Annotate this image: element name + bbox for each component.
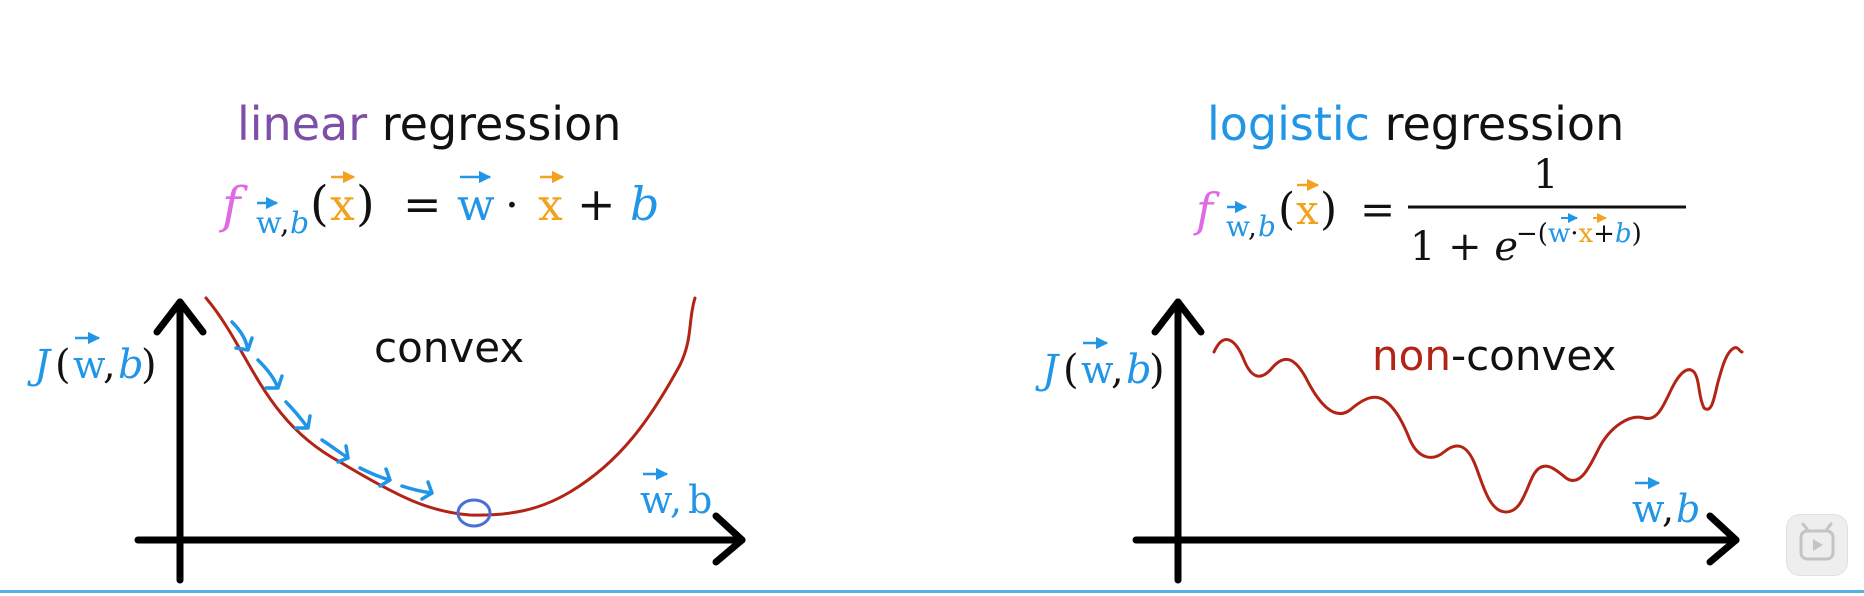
- right-x-axis-arrowhead: [1706, 512, 1740, 566]
- exp-x: x: [1578, 219, 1593, 249]
- right-ylabel-w: w: [1081, 348, 1114, 392]
- right-title: logistic regression: [1207, 97, 1624, 151]
- step-arrow-icon: [230, 320, 254, 352]
- left-formula-plus: +: [577, 177, 616, 231]
- right-formula-numerator: 1: [1533, 152, 1558, 198]
- left-formula-sub-comma: ,: [280, 206, 290, 241]
- exp-b: b: [1615, 219, 1632, 249]
- right-formula-sub-comma: ,: [1248, 210, 1257, 243]
- left-ylabel-J: J: [27, 342, 52, 388]
- right-title-colored: logistic: [1207, 97, 1370, 151]
- right-y-axis-arrowhead: [1151, 298, 1205, 336]
- left-panel: linear regression f w , b ( x ) = w · x …: [27, 97, 746, 584]
- right-formula-f: f: [1193, 183, 1220, 237]
- left-formula-eq: =: [403, 177, 442, 231]
- right-formula-sub-w: w: [1226, 210, 1250, 243]
- play-icon: [1799, 522, 1835, 561]
- exp-plus: +: [1593, 219, 1615, 249]
- left-xlabel-w: w: [640, 478, 673, 522]
- left-formula: f w , b ( x ) = w · x + b: [218, 170, 659, 241]
- right-formula-close: ): [1320, 184, 1337, 235]
- left-formula-x: x: [330, 180, 355, 231]
- left-formula-sub-b: b: [290, 206, 309, 241]
- right-formula-exponent: −(w·x+b): [1516, 219, 1642, 249]
- exp-dot: ·: [1570, 219, 1578, 249]
- non-convex-label: non-convex: [1372, 331, 1616, 380]
- left-formula-b: b: [630, 177, 659, 231]
- right-formula-open: (: [1278, 184, 1295, 235]
- left-y-axis-arrowhead: [153, 298, 207, 336]
- left-title: linear regression: [237, 97, 621, 151]
- step-arrow-icon: [320, 438, 350, 464]
- gradient-descent-steps: [230, 320, 434, 501]
- left-y-axis-label: J ( w , b ): [27, 331, 157, 388]
- right-ylabel-open: (: [1063, 347, 1079, 393]
- step-arrow-icon: [400, 480, 434, 501]
- right-formula-eq: =: [1360, 185, 1395, 234]
- right-axes: [1132, 298, 1740, 584]
- right-xlabel-comma: ,: [1662, 487, 1674, 531]
- convex-cost-curve: [204, 296, 697, 517]
- left-formula-close: ): [356, 176, 375, 232]
- non-convex-cost-curve: [1212, 338, 1744, 514]
- right-y-axis-label: J ( w , b ): [1035, 336, 1165, 393]
- step-arrow-icon: [358, 466, 392, 488]
- exp-close: ): [1632, 219, 1642, 249]
- den-one-plus: 1 +: [1410, 224, 1494, 270]
- left-xlabel-b: b: [688, 478, 712, 522]
- left-ylabel-w: w: [73, 343, 106, 387]
- left-formula-w: w: [457, 180, 495, 231]
- play-button[interactable]: [1786, 514, 1848, 576]
- left-formula-x2: x: [538, 180, 563, 231]
- right-formula-denominator: 1 + e: [1410, 224, 1518, 270]
- left-x-axis-arrowhead: [712, 512, 746, 566]
- left-title-rest: regression: [367, 97, 621, 151]
- left-ylabel-comma: ,: [103, 342, 116, 388]
- right-xlabel-w: w: [1632, 487, 1665, 531]
- non-convex-label-rest: -convex: [1451, 331, 1616, 380]
- exp-minus: −(: [1516, 219, 1548, 249]
- left-formula-f: f: [218, 176, 248, 234]
- left-formula-dot: ·: [505, 180, 519, 231]
- left-ylabel-b: b: [118, 342, 144, 388]
- right-x-axis-label: w , b: [1632, 476, 1700, 531]
- right-formula-sub-b: b: [1258, 210, 1276, 243]
- right-ylabel-J: J: [1035, 347, 1060, 393]
- right-ylabel-comma: ,: [1111, 347, 1124, 393]
- left-xlabel-comma: ,: [670, 478, 682, 522]
- right-xlabel-b: b: [1676, 487, 1700, 531]
- right-ylabel-b: b: [1126, 347, 1152, 393]
- convex-label: convex: [374, 323, 524, 372]
- left-formula-open: (: [310, 176, 329, 232]
- right-formula-x: x: [1296, 188, 1319, 234]
- left-axes: [134, 298, 746, 584]
- left-ylabel-open: (: [55, 342, 71, 388]
- den-e: e: [1494, 224, 1518, 270]
- non-convex-label-colored: non: [1372, 331, 1451, 380]
- right-panel: logistic regression f w , b ( x ) = 1 1 …: [1035, 97, 1744, 584]
- right-ylabel-close: ): [1149, 347, 1165, 393]
- right-formula: f w , b ( x ) = 1 1 + e −(w·x+b): [1193, 152, 1686, 270]
- global-minimum-circle: [456, 498, 492, 528]
- right-title-rest: regression: [1370, 97, 1624, 151]
- exp-w: w: [1548, 219, 1570, 249]
- left-x-axis-label: w , b: [640, 467, 712, 522]
- left-title-colored: linear: [237, 97, 367, 151]
- left-formula-sub-w: w: [256, 206, 282, 241]
- player-progress-line: [0, 590, 1864, 593]
- step-arrow-icon: [256, 358, 284, 390]
- left-ylabel-close: ): [141, 342, 157, 388]
- step-arrow-icon: [284, 400, 312, 430]
